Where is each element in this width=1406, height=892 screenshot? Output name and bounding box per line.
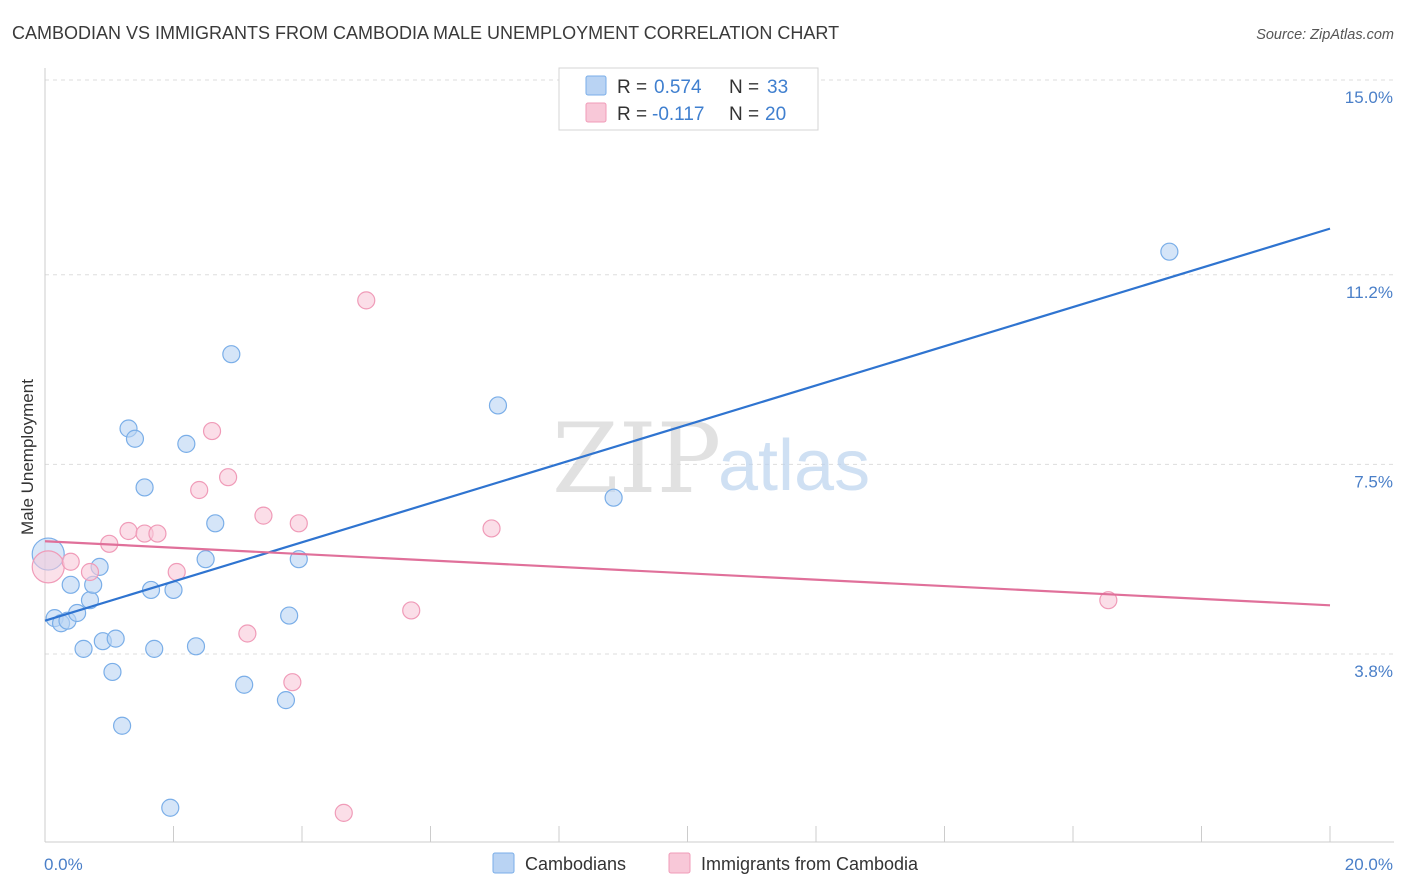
watermark-atlas: atlas	[718, 426, 870, 506]
series-legend-label-immigrants: Immigrants from Cambodia	[701, 854, 919, 874]
legend-swatch-cambodians	[585, 75, 607, 96]
point-cambodians-30	[488, 396, 508, 415]
point-cambodians-23	[196, 550, 215, 569]
legend-r-value-1: 0.574	[654, 77, 702, 98]
point-cambodians-12	[106, 629, 125, 648]
point-cambodians-11	[103, 662, 122, 682]
chart-title: CAMBODIAN VS IMMIGRANTS FROM CAMBODIA MA…	[12, 23, 839, 43]
trend-layer	[44, 227, 1331, 622]
point-immigrants-9	[202, 421, 222, 441]
legend-n-label-1: N =	[729, 77, 759, 98]
watermark-zip: ZIP	[552, 403, 721, 515]
point-cambodians-13	[112, 716, 132, 735]
y-tick-label-0: 3.8%	[1354, 662, 1393, 681]
legend-n-value-1: 33	[767, 77, 788, 98]
watermark: ZIP atlas	[552, 403, 870, 515]
point-cambodians-15	[125, 429, 145, 448]
point-cambodians-18	[145, 639, 164, 658]
trend-line-immigrants	[44, 540, 1331, 607]
x-tick-labels: 0.0% 20.0%	[44, 855, 1393, 874]
legend-n-value-2: 20	[765, 104, 786, 125]
x-tick-label-1: 20.0%	[1345, 855, 1393, 874]
chart-source: Source: ZipAtlas.com	[1256, 27, 1394, 43]
point-cambodians-6	[74, 639, 93, 658]
series-legend-label-cambodians: Cambodians	[525, 854, 626, 874]
series-legend-swatch-cambodians	[492, 852, 515, 874]
point-cambodians-19	[161, 798, 180, 817]
point-cambodians-24	[206, 514, 225, 533]
point-immigrants-10	[219, 468, 238, 487]
point-immigrants-15	[334, 803, 353, 822]
point-cambodians-31	[604, 488, 623, 507]
point-cambodians-27	[276, 691, 296, 710]
series-legend: Cambodians Immigrants from Cambodia	[492, 852, 919, 874]
point-cambodians-28	[280, 606, 299, 625]
y-tick-label-3: 15.0%	[1345, 88, 1393, 107]
point-immigrants-6	[148, 524, 167, 543]
point-immigrants-14	[289, 514, 308, 533]
x-tick-label-0: 0.0%	[44, 855, 83, 874]
point-immigrants-16	[357, 291, 376, 310]
trend-line-cambodians	[44, 227, 1331, 622]
point-immigrants-2	[80, 562, 100, 582]
point-immigrants-18	[482, 519, 501, 538]
point-immigrants-8	[190, 480, 209, 500]
points-layer	[31, 242, 1179, 822]
y-tick-label-1: 7.5%	[1354, 472, 1393, 491]
legend-n-label-2: N =	[729, 104, 759, 125]
point-immigrants-11	[238, 624, 257, 643]
point-immigrants-12	[254, 506, 273, 525]
legend-r-value-2: -0.117	[652, 104, 704, 125]
point-cambodians-25	[222, 345, 241, 364]
point-cambodians-22	[186, 637, 206, 656]
stats-legend: R = 0.574 N = 33 R = -0.117 N = 20	[558, 67, 819, 131]
point-cambodians-16	[135, 478, 154, 497]
y-axis-label: Male Unemployment	[18, 379, 37, 535]
legend-swatch-immigrants	[585, 102, 607, 123]
point-immigrants-17	[402, 601, 421, 620]
y-tick-labels: 3.8% 7.5% 11.2% 15.0%	[1345, 88, 1393, 681]
legend-r-label-1: R =	[617, 77, 647, 98]
point-immigrants-13	[283, 673, 302, 692]
point-immigrants-1	[61, 552, 80, 571]
point-cambodians-26	[235, 675, 254, 694]
series-legend-swatch-immigrants	[668, 852, 691, 874]
point-immigrants-19	[1099, 591, 1118, 610]
point-immigrants-0	[31, 550, 65, 584]
y-tick-label-2: 11.2%	[1346, 283, 1393, 302]
point-cambodians-4	[61, 575, 80, 594]
point-cambodians-32	[1160, 242, 1179, 261]
point-immigrants-4	[119, 521, 138, 541]
legend-r-label-2: R =	[617, 104, 647, 125]
point-cambodians-21	[177, 434, 196, 453]
